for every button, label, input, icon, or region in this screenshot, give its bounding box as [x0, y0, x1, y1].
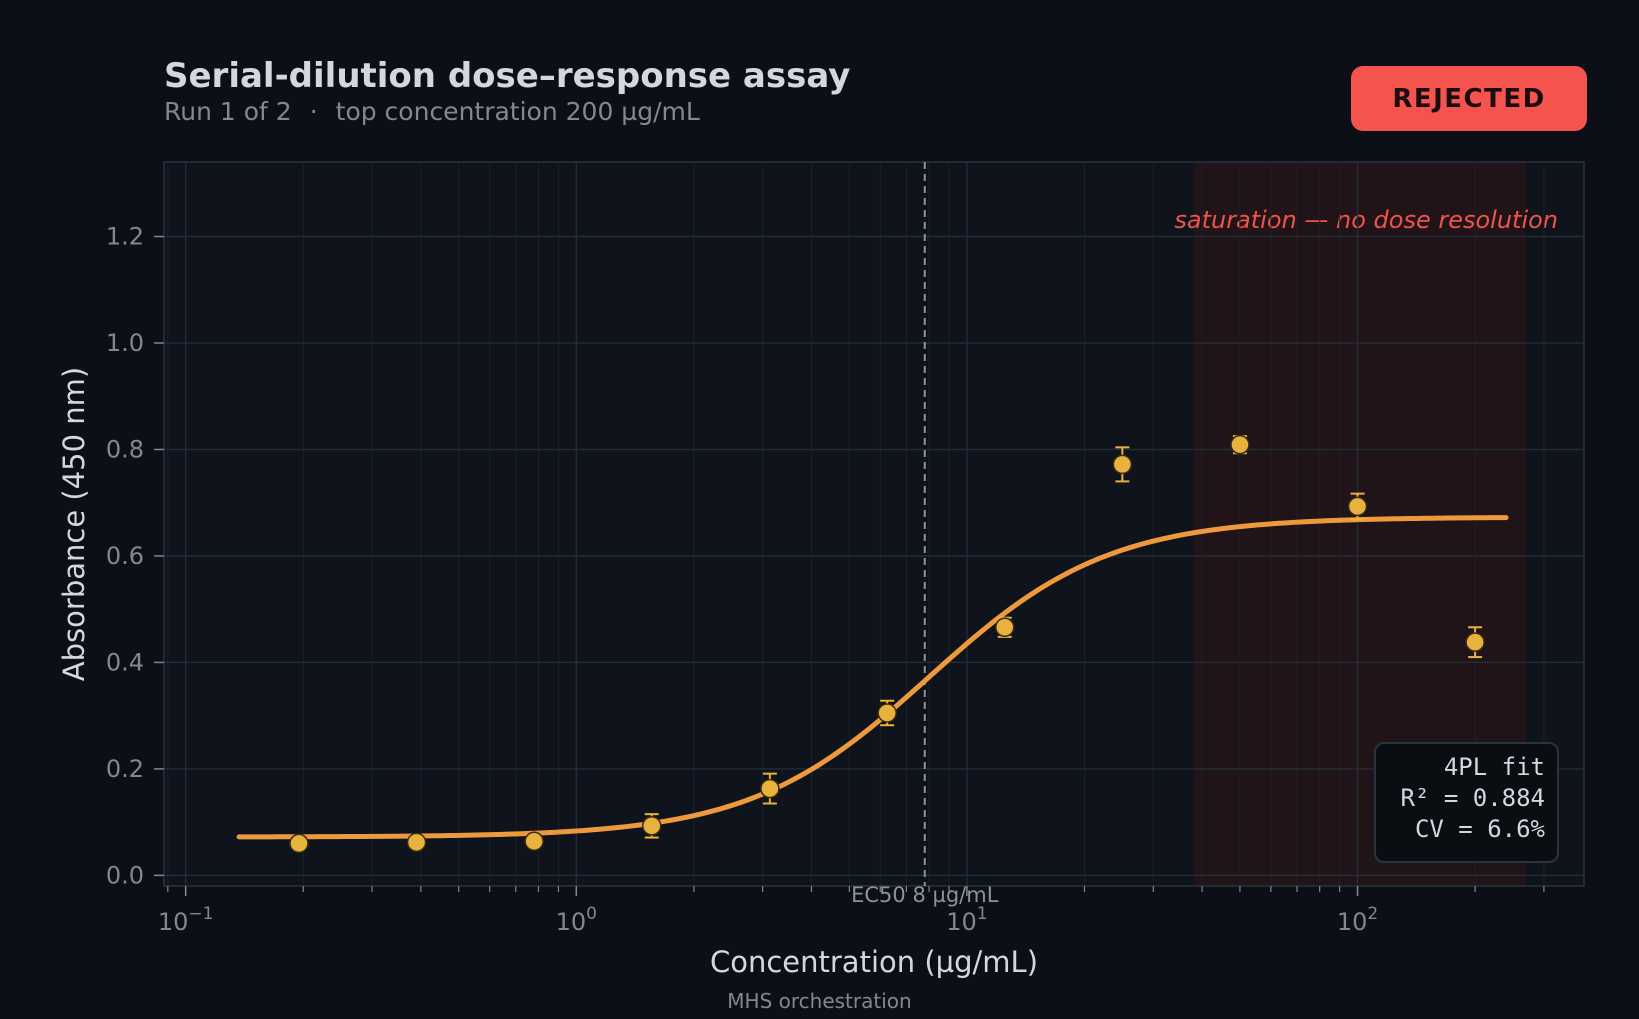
x-tick-label: 101 — [946, 904, 987, 936]
y-tick-label: 1.2 — [106, 223, 144, 251]
top-concentration-label: top concentration 200 µg/mL — [335, 97, 700, 126]
data-marker — [406, 832, 427, 853]
ec50-label: EC50 8 µg/mL — [851, 883, 999, 907]
x-tick-label: 100 — [556, 904, 597, 936]
data-point — [877, 699, 897, 727]
fit-cv: CV = 6.6% — [1414, 815, 1545, 843]
data-marker — [1347, 496, 1368, 517]
footer-text: MHS orchestration — [727, 989, 912, 1013]
y-tick-label: 0.8 — [106, 435, 144, 463]
data-point — [1230, 434, 1250, 455]
fit-model-label: 4PL fit — [1443, 753, 1545, 781]
run-label: Run 1 of 2 — [164, 97, 292, 126]
data-marker — [1112, 454, 1133, 475]
data-marker — [877, 703, 897, 723]
page-subtitle: Run 1 of 2 · top concentration 200 µg/mL — [164, 97, 700, 126]
data-point — [289, 833, 309, 854]
x-axis-label: Concentration (µg/mL) — [710, 945, 1038, 979]
x-tick-label: 10−1 — [158, 904, 214, 936]
data-point — [641, 813, 662, 839]
fit-r-squared: R² = 0.884 — [1400, 784, 1546, 812]
x-tick-label: 102 — [1337, 904, 1378, 936]
data-marker — [1230, 434, 1250, 455]
data-point — [760, 772, 780, 805]
status-badge: REJECTED — [1351, 66, 1587, 131]
fit-stats-box: 4PL fit R² = 0.884 CV = 6.6% — [1374, 742, 1559, 863]
data-marker — [524, 831, 544, 852]
page-title: Serial-dilution dose–response assay — [164, 56, 851, 96]
data-point — [1465, 626, 1485, 659]
y-tick-label: 0.0 — [106, 861, 144, 889]
data-point — [1347, 492, 1368, 521]
data-marker — [760, 778, 780, 799]
saturation-label: saturation — no dose resolution — [1174, 206, 1558, 234]
fit-curve — [236, 515, 1509, 840]
y-tick-label: 0.2 — [106, 755, 144, 783]
subtitle-separator: · — [309, 97, 318, 126]
data-point — [1112, 446, 1133, 483]
y-tick-label: 0.6 — [106, 542, 144, 570]
y-axis-label: Absorbance (450 nm) — [57, 367, 91, 681]
data-marker — [1465, 632, 1485, 652]
data-point — [406, 832, 427, 853]
y-tick-label: 1.0 — [106, 329, 144, 357]
data-marker — [641, 816, 662, 836]
data-point — [995, 616, 1015, 638]
y-tick-label: 0.4 — [106, 648, 144, 676]
data-point — [524, 831, 544, 852]
data-marker — [289, 833, 309, 854]
data-marker — [995, 617, 1015, 638]
